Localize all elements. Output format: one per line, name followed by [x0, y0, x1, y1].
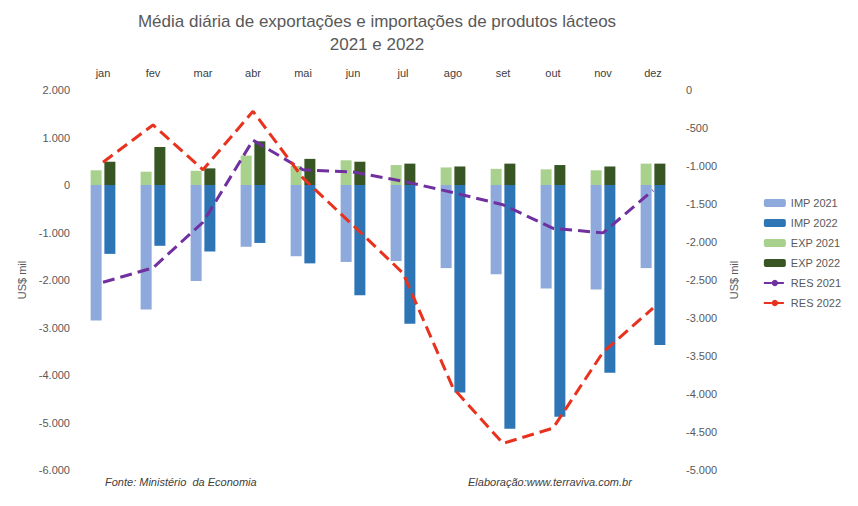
svg-text:-4.000: -4.000 — [39, 369, 70, 381]
svg-text:jul: jul — [396, 67, 408, 79]
svg-text:0: 0 — [64, 179, 70, 191]
svg-text:out: out — [545, 67, 560, 79]
svg-text:Fonte: Ministério da Economia: Fonte: Ministério da Economia — [105, 476, 257, 488]
svg-text:US$ mil: US$ mil — [16, 261, 28, 300]
svg-text:-4.000: -4.000 — [686, 388, 717, 400]
svg-text:-500: -500 — [686, 122, 708, 134]
svg-text:-3.000: -3.000 — [686, 312, 717, 324]
svg-text:-1.000: -1.000 — [39, 227, 70, 239]
svg-text:2.000: 2.000 — [42, 84, 70, 96]
svg-text:abr: abr — [245, 67, 261, 79]
svg-text:RES 2022: RES 2022 — [791, 297, 841, 309]
svg-text:-2.000: -2.000 — [39, 274, 70, 286]
svg-text:US$ mil: US$ mil — [728, 261, 740, 300]
svg-text:nov: nov — [594, 67, 612, 79]
svg-text:-3.500: -3.500 — [686, 350, 717, 362]
svg-text:-4.500: -4.500 — [686, 426, 717, 438]
svg-text:Média diária de exportações e: Média diária de exportações e importaçõe… — [138, 12, 616, 31]
svg-text:mai: mai — [294, 67, 312, 79]
svg-text:2021 e 2022: 2021 e 2022 — [330, 35, 425, 54]
svg-text:-2.500: -2.500 — [686, 274, 717, 286]
svg-text:IMP 2022: IMP 2022 — [791, 217, 838, 229]
svg-text:-1.500: -1.500 — [686, 198, 717, 210]
svg-text:IMP 2021: IMP 2021 — [791, 197, 838, 209]
svg-text:1.000: 1.000 — [42, 132, 70, 144]
svg-text:-1.000: -1.000 — [686, 160, 717, 172]
svg-text:fev: fev — [146, 67, 161, 79]
svg-text:Elaboração:www.terraviva.com.b: Elaboração:www.terraviva.com.br — [468, 476, 633, 488]
svg-text:EXP 2022: EXP 2022 — [791, 257, 840, 269]
svg-text:0: 0 — [686, 84, 692, 96]
svg-text:RES 2021: RES 2021 — [791, 277, 841, 289]
svg-text:EXP 2021: EXP 2021 — [791, 237, 840, 249]
svg-text:-5.000: -5.000 — [686, 464, 717, 476]
svg-text:-6.000: -6.000 — [39, 464, 70, 476]
svg-text:-3.000: -3.000 — [39, 322, 70, 334]
svg-text:ago: ago — [444, 67, 462, 79]
svg-text:-5.000: -5.000 — [39, 417, 70, 429]
svg-text:jun: jun — [345, 67, 361, 79]
svg-text:-2.000: -2.000 — [686, 236, 717, 248]
svg-text:dez: dez — [644, 67, 662, 79]
svg-text:set: set — [496, 67, 511, 79]
svg-text:mar: mar — [194, 67, 213, 79]
svg-text:jan: jan — [95, 67, 111, 79]
